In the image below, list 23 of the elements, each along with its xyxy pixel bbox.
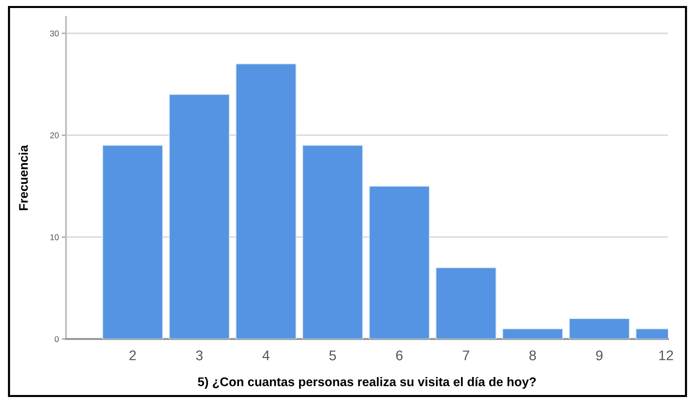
y-tick-label: 30 bbox=[50, 30, 59, 36]
y-tick-label: 0 bbox=[54, 336, 59, 342]
x-tick-label: 2 bbox=[130, 350, 136, 360]
bar bbox=[368, 186, 430, 339]
bar bbox=[302, 144, 364, 339]
x-tick-label: 6 bbox=[396, 350, 403, 360]
bar bbox=[568, 318, 630, 339]
bar bbox=[236, 63, 296, 339]
bar bbox=[102, 144, 164, 339]
x-axis-title: 5) ¿Con cuantas personas realiza su visita el día de hoy? bbox=[198, 376, 536, 389]
x-tick-label: 4 bbox=[262, 350, 270, 360]
x-tick-label: 5 bbox=[329, 350, 336, 360]
x-tick-label: 3 bbox=[196, 350, 203, 360]
x-tick-label: 7 bbox=[462, 350, 470, 360]
x-tick-label: 9 bbox=[596, 350, 603, 360]
y-tick-label: 10 bbox=[50, 234, 59, 240]
y-axis-title: Frecuencia bbox=[18, 144, 28, 210]
bar bbox=[436, 267, 496, 339]
y-tick-label: 20 bbox=[50, 132, 59, 138]
x-tick-label: 8 bbox=[529, 350, 536, 360]
x-tick-label: 12 bbox=[659, 350, 674, 360]
bar bbox=[502, 328, 564, 339]
bar bbox=[168, 94, 230, 339]
